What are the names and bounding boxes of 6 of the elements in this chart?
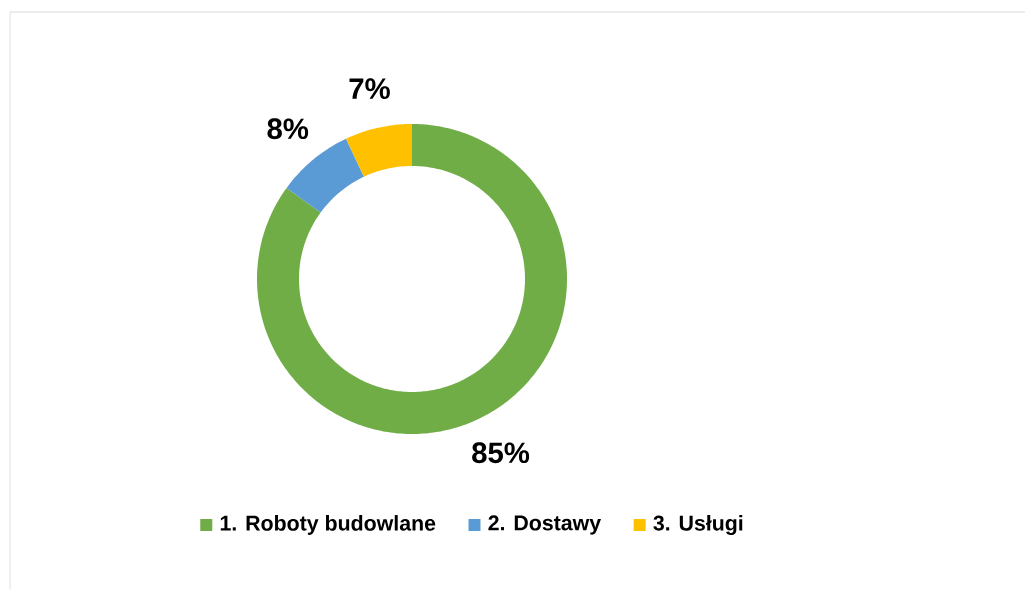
data-label: 85%	[472, 442, 530, 463]
legend-label: 1. Roboty budowlane	[220, 514, 436, 535]
legend-label: 3. Usługi	[653, 514, 743, 535]
data-label: 8%	[267, 118, 309, 139]
legend-label: 2. Dostawy	[488, 515, 601, 535]
data-label: 7%	[349, 78, 390, 99]
